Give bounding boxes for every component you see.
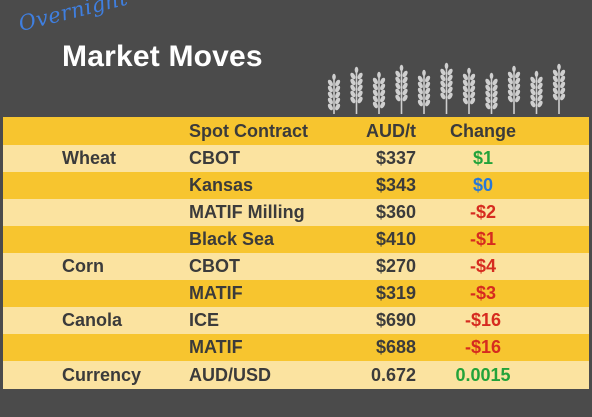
row-price: $690	[375, 310, 416, 330]
row-contract: MATIF Milling	[189, 202, 305, 222]
row-change: -$1	[469, 229, 496, 249]
row-change: -$16	[464, 337, 502, 357]
table-row: MATIF $688 -$16	[0, 334, 592, 361]
row-change: -$2	[469, 202, 496, 222]
column-header-price: AUD/t	[366, 120, 416, 141]
row-change: $0	[472, 175, 494, 195]
table-row: MATIF $319 -$3	[0, 280, 592, 307]
overnight-script-title: Overnight	[16, 0, 131, 36]
bottom-band	[0, 389, 592, 417]
row-change: -$4	[469, 256, 496, 276]
row-price: $319	[375, 283, 416, 303]
table-row: Wheat CBOT $337 $1	[0, 145, 592, 172]
table-row: Currency AUD/USD 0.672 0.0015	[0, 361, 592, 389]
table-row: Kansas $343 $0	[0, 172, 592, 199]
row-price: 0.672	[370, 364, 416, 385]
wheat-stalks-icon	[327, 62, 566, 114]
column-header-change: Change	[449, 120, 516, 141]
row-price: $337	[375, 148, 416, 168]
left-edge	[0, 117, 3, 389]
row-price: $360	[375, 202, 416, 222]
row-change: -$3	[469, 283, 496, 303]
table-header-row: Spot Contract AUD/t Change	[0, 117, 592, 145]
row-price: $688	[375, 337, 416, 357]
row-contract: CBOT	[189, 256, 240, 276]
row-contract: MATIF	[189, 283, 243, 303]
row-contract: ICE	[189, 310, 220, 330]
market-table: Spot Contract AUD/t Change Wheat CBOT $337…	[0, 117, 592, 389]
table-row: MATIF Milling $360 -$2	[0, 199, 592, 226]
row-contract: CBOT	[189, 148, 240, 168]
row-contract: AUD/USD	[189, 364, 272, 385]
row-category: Wheat	[62, 148, 116, 168]
table-row: Canola ICE $690 -$16	[0, 307, 592, 334]
row-category: Canola	[62, 310, 123, 330]
header: Overnight Market Moves	[0, 0, 592, 117]
row-change: -$16	[464, 310, 502, 330]
column-header-contract: Spot Contract	[189, 120, 308, 141]
row-price: $410	[375, 229, 416, 249]
row-category: Currency	[62, 364, 142, 385]
row-change: 0.0015	[455, 364, 511, 385]
row-contract: MATIF	[189, 337, 243, 357]
table-row: Black Sea $410 -$1	[0, 226, 592, 253]
row-price: $343	[375, 175, 416, 195]
page-title: Market Moves	[62, 40, 263, 73]
row-contract: Black Sea	[189, 229, 275, 249]
row-contract: Kansas	[189, 175, 254, 195]
right-edge	[589, 117, 592, 389]
row-change: $1	[472, 148, 494, 168]
table-row: Corn CBOT $270 -$4	[0, 253, 592, 280]
row-price: $270	[375, 256, 416, 276]
row-category: Corn	[62, 256, 104, 276]
